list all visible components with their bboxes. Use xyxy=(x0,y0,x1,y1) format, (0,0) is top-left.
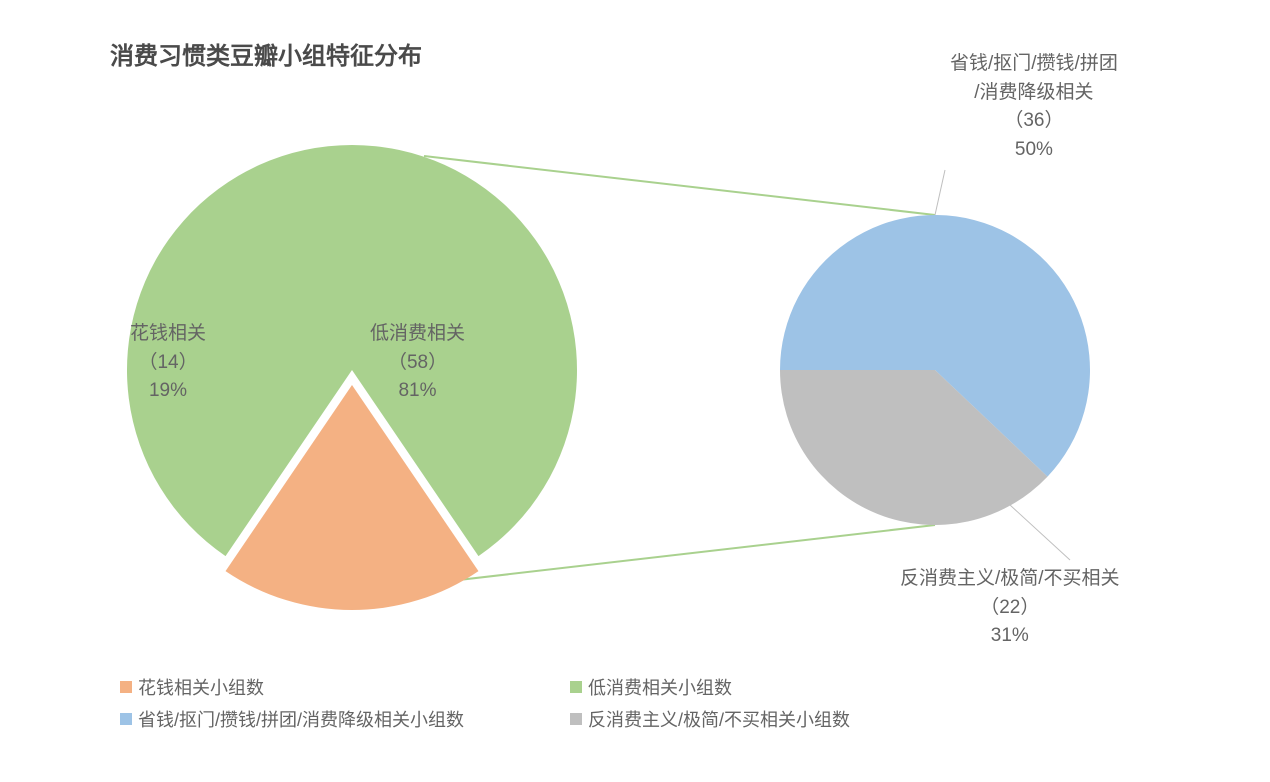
legend-item-anticonsumption: 反消费主义/极简/不买相关小组数 xyxy=(570,706,1000,732)
sub-slice-label-anticonsumption: 反消费主义/极简/不买相关（22）31% xyxy=(900,565,1120,651)
legend-swatch-icon xyxy=(120,713,132,725)
legend-label: 低消费相关小组数 xyxy=(588,674,732,700)
sub-slice-label-saving: 省钱/抠门/攒钱/拼团/消费降级相关（36）50% xyxy=(950,50,1118,164)
main-slice-label-spending: 花钱相关（14）19% xyxy=(130,320,206,406)
legend-swatch-icon xyxy=(570,713,582,725)
legend-label: 省钱/抠门/攒钱/拼团/消费降级相关小组数 xyxy=(138,706,464,732)
legend-swatch-icon xyxy=(570,681,582,693)
legend-item-lowconsumption: 低消费相关小组数 xyxy=(570,674,1000,700)
legend-label: 反消费主义/极简/不买相关小组数 xyxy=(588,706,850,732)
legend-item-spending: 花钱相关小组数 xyxy=(120,674,550,700)
main-slice-label-lowconsumption: 低消费相关（58）81% xyxy=(370,320,465,406)
legend-item-saving: 省钱/抠门/攒钱/拼团/消费降级相关小组数 xyxy=(120,706,550,732)
legend-label: 花钱相关小组数 xyxy=(138,674,264,700)
legend-swatch-icon xyxy=(120,681,132,693)
legend: 花钱相关小组数 低消费相关小组数 省钱/抠门/攒钱/拼团/消费降级相关小组数 反… xyxy=(120,674,1000,732)
